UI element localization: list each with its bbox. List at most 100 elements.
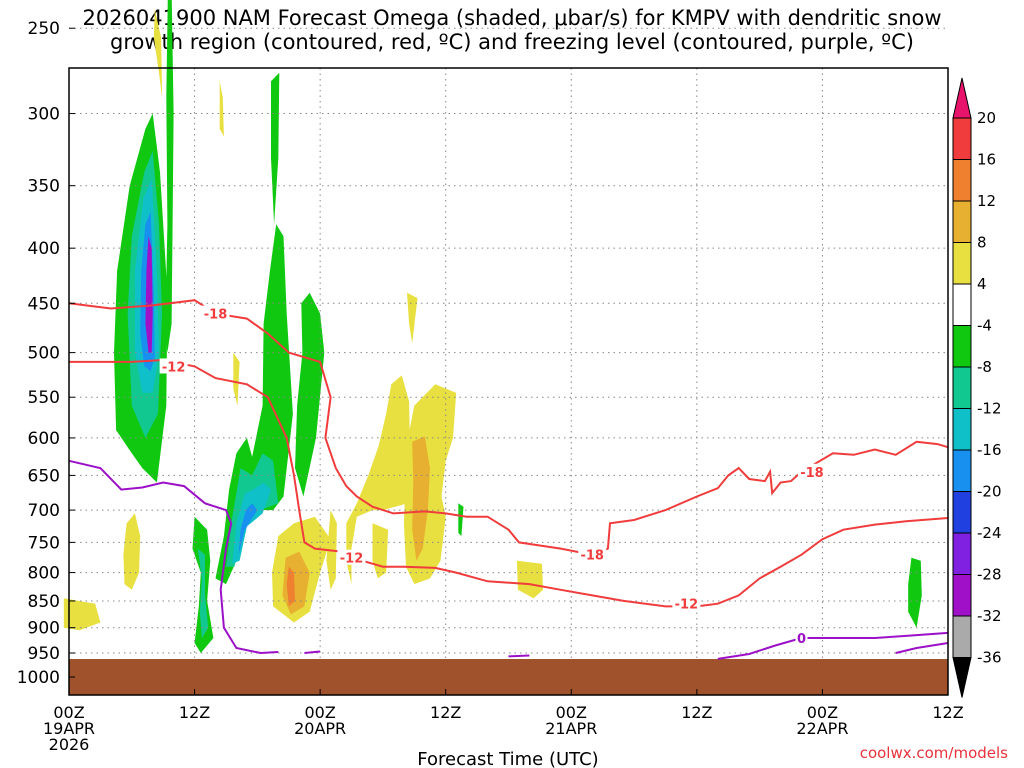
colorbar-swatch xyxy=(952,159,972,202)
x-tick-label: 2026 xyxy=(49,735,90,754)
y-tick-label: 800 xyxy=(28,564,60,584)
y-tick-label: 900 xyxy=(28,619,60,639)
plot-frame xyxy=(68,67,949,696)
x-axis-title: Forecast Time (UTC) xyxy=(417,749,598,768)
colorbar-swatch xyxy=(952,200,972,243)
omega-region xyxy=(516,560,543,599)
y-tick-label: 250 xyxy=(28,19,60,39)
contour-label-bg xyxy=(201,305,230,321)
colorbar-swatch xyxy=(952,408,972,451)
contour-label: -12 xyxy=(162,360,186,375)
omega-region xyxy=(145,236,153,353)
colorbar-arrow-bottom xyxy=(952,657,972,698)
omega-region xyxy=(153,9,163,98)
chart-title: 2026041900 NAM Forecast Omega (shaded, μ… xyxy=(0,6,1024,54)
colorbar-label: -24 xyxy=(977,524,1002,542)
contour-label-bg xyxy=(159,358,188,374)
dgz-contour-minus18 xyxy=(68,299,949,556)
contour-label-bg xyxy=(337,549,366,565)
omega-region xyxy=(232,482,271,564)
omega-region xyxy=(346,375,411,585)
contour-label-bg xyxy=(672,595,701,611)
colorbar-label: 12 xyxy=(977,192,996,210)
freezing-level-contour xyxy=(304,650,321,654)
colorbar-label: -16 xyxy=(977,441,1002,459)
x-tick-label: 12Z xyxy=(932,703,963,722)
x-tick-label: 00Z xyxy=(304,703,335,722)
contour-label: -18 xyxy=(580,549,604,564)
freezing-level-contour xyxy=(508,654,530,658)
x-tick-label: 12Z xyxy=(179,703,210,722)
ground-surface xyxy=(69,659,948,695)
y-tick-label: 950 xyxy=(28,644,60,664)
contour-label: -18 xyxy=(204,308,228,323)
colorbar-swatch xyxy=(952,615,972,658)
omega-region xyxy=(286,566,295,607)
colorbar-label: 8 xyxy=(977,234,987,252)
contour-label-bg xyxy=(797,463,826,479)
colorbar-swatch xyxy=(952,449,972,492)
contour-labels: -18 -12 -12 -18 -12 -18 0 xyxy=(159,305,826,647)
freezing-level-contour xyxy=(717,631,949,660)
x-tick-label: 00Z xyxy=(53,703,84,722)
x-tick-label: 12Z xyxy=(430,703,461,722)
y-tick-label: 300 xyxy=(28,105,60,125)
colorbar-label: -20 xyxy=(977,483,1002,501)
x-tick-label: 00Z xyxy=(807,703,838,722)
dgz-contour-minus12 xyxy=(69,358,949,608)
credit-link[interactable]: coolwx.com/models xyxy=(859,744,1008,762)
omega-region xyxy=(165,0,174,353)
omega-region xyxy=(246,224,293,511)
omega-region xyxy=(233,352,240,406)
colorbar-label: -12 xyxy=(977,400,1002,418)
x-tick-label: 21APR xyxy=(545,719,597,738)
colorbar-swatch xyxy=(952,574,972,617)
colorbar-swatch xyxy=(952,366,972,409)
contour-label-bg xyxy=(578,546,607,562)
omega-region xyxy=(295,292,325,497)
y-tick-label: 600 xyxy=(28,429,60,449)
colorbar-label: -8 xyxy=(977,358,992,376)
contour-label-bg xyxy=(795,629,808,645)
omega-region xyxy=(219,81,224,137)
x-tick-label: 19APR xyxy=(43,719,95,738)
contour-label: -12 xyxy=(340,552,364,567)
colorbar-label: 20 xyxy=(977,109,996,127)
y-tick-label: 850 xyxy=(28,592,60,612)
omega-region xyxy=(271,72,280,225)
x-tick-label: 12Z xyxy=(681,703,712,722)
colorbar-swatch xyxy=(952,283,972,326)
y-axis: 250 300 350 400 450 500 550 600 650 700 750 800 850 9… xyxy=(17,19,75,688)
chart-title-line-2: growth region (contoured, red, ºC) and f… xyxy=(110,30,914,54)
chart-title-line-1: 2026041900 NAM Forecast Omega (shaded, μ… xyxy=(82,6,942,30)
omega-shading xyxy=(63,0,922,653)
omega-region xyxy=(908,557,922,628)
omega-region xyxy=(372,523,389,579)
y-tick-label: 550 xyxy=(28,388,60,408)
colorbar: 20 16 12 8 4 -4 -8 -12 -16 -20 -24 -28 -32 -36 xyxy=(952,77,1002,698)
y-tick-label: 500 xyxy=(28,344,60,364)
contours xyxy=(68,299,949,660)
y-tick-label: 750 xyxy=(28,533,60,553)
colorbar-swatch xyxy=(952,325,972,368)
colorbar-swatch xyxy=(952,117,972,160)
y-tick-label: 650 xyxy=(28,466,60,486)
x-tick-label: 00Z xyxy=(556,703,587,722)
omega-region xyxy=(407,292,418,344)
contour-label: 0 xyxy=(797,632,806,647)
omega-region xyxy=(458,503,464,537)
omega-region xyxy=(63,598,101,631)
x-tick-label: 20APR xyxy=(294,719,346,738)
x-tick-label: 22APR xyxy=(796,719,848,738)
colorbar-swatch xyxy=(952,491,972,534)
colorbar-label: -28 xyxy=(977,566,1002,584)
colorbar-label: -32 xyxy=(977,607,1002,625)
colorbar-arrow-top xyxy=(952,77,972,119)
contour-label: -12 xyxy=(675,598,699,613)
colorbar-swatch xyxy=(952,532,972,575)
y-tick-label: 700 xyxy=(28,501,60,521)
colorbar-label: -4 xyxy=(977,317,992,335)
y-tick-label: 400 xyxy=(28,239,60,259)
